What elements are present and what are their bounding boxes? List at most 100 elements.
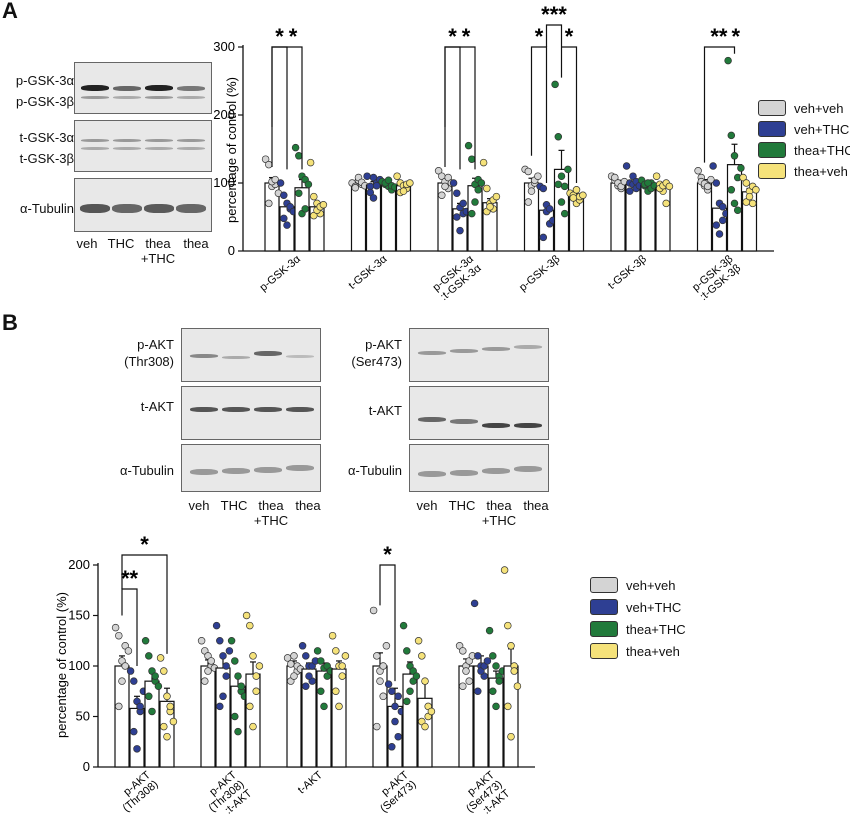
data-point: [341, 652, 350, 660]
data-point: [276, 179, 285, 187]
data-point: [737, 164, 745, 172]
data-point: [489, 652, 497, 660]
data-point: [391, 717, 399, 726]
data-point: [305, 662, 313, 670]
significance-bracket: [530, 46, 548, 183]
data-point: [441, 177, 449, 186]
data-point: [626, 187, 634, 195]
data-point: [474, 175, 482, 184]
data-point: [391, 702, 399, 711]
data-point: [151, 677, 159, 685]
data-point: [483, 184, 491, 193]
data-point: [381, 180, 390, 189]
lane-label-a-thea: thea: [183, 236, 209, 251]
data-point: [376, 667, 384, 675]
data-point: [656, 180, 664, 189]
blot-label-p-gsk3b: p-GSK-3β: [15, 94, 74, 109]
data-point: [237, 682, 245, 690]
lane-label-a-thea-thc: thea +THC: [140, 236, 176, 266]
data-point: [459, 199, 467, 208]
y-tick-label: 50: [76, 709, 90, 724]
blot-label-p-akt-thr308: p-AKT (Thr308): [124, 337, 174, 369]
data-point: [748, 199, 757, 208]
legend-label: thea+THC: [626, 621, 686, 637]
category-label: p-GSK-3α: [258, 253, 304, 294]
data-point: [510, 667, 518, 675]
data-point: [283, 199, 291, 208]
data-point: [536, 182, 544, 191]
bar: [215, 667, 231, 768]
data-point: [271, 180, 279, 189]
data-point: [733, 206, 742, 214]
data-point: [647, 184, 655, 193]
data-point: [632, 177, 640, 186]
data-point: [338, 662, 346, 670]
data-point: [373, 722, 381, 731]
data-point: [396, 188, 405, 197]
data-point: [560, 209, 569, 218]
data-point: [384, 182, 393, 191]
data-point: [402, 180, 411, 189]
data-point: [212, 621, 221, 630]
category-label-group: p-AKT(Ser473):t-AKT: [464, 769, 512, 817]
bar: [387, 705, 403, 768]
data-point: [513, 682, 522, 690]
bar: [726, 164, 743, 252]
data-point: [166, 702, 174, 711]
data-point: [302, 682, 310, 690]
data-point: [504, 702, 512, 711]
data-point: [373, 652, 381, 660]
data-point: [126, 667, 135, 675]
data-point: [394, 692, 402, 701]
data-point: [611, 173, 619, 182]
legend-label: thea+THC: [794, 142, 850, 158]
data-point: [712, 179, 721, 187]
data-point: [492, 702, 500, 711]
blot-label-tubulin-b-left: α-Tubulin: [120, 463, 174, 478]
data-point: [462, 207, 471, 216]
blot-image-t-akt-left: [181, 386, 321, 440]
legend-swatch: [590, 599, 618, 615]
data-point: [246, 621, 254, 630]
data-point: [455, 642, 464, 650]
data-point: [500, 566, 509, 574]
data-point: [219, 652, 227, 660]
data-point: [453, 189, 461, 197]
bar: [279, 206, 295, 252]
data-point: [382, 642, 391, 650]
data-point: [249, 652, 257, 660]
data-point: [656, 184, 664, 193]
data-point: [313, 206, 321, 214]
legend-item-veh-thc: veh+THC: [758, 121, 849, 137]
data-point: [305, 672, 313, 680]
data-point: [234, 727, 242, 736]
bar: [200, 665, 216, 768]
data-point: [424, 702, 432, 711]
data-point: [477, 667, 485, 675]
data-point: [534, 172, 542, 180]
data-point: [311, 657, 320, 665]
data-point: [289, 207, 298, 216]
data-point: [479, 158, 488, 167]
lane-label-bl-veh: veh: [188, 498, 210, 513]
lane-label-a-thc: THC: [107, 236, 135, 251]
data-point: [715, 199, 724, 208]
data-point: [304, 180, 313, 189]
data-point: [286, 205, 294, 213]
data-point: [265, 199, 273, 208]
data-point: [295, 189, 303, 197]
data-point: [551, 80, 559, 89]
bar: [696, 182, 713, 252]
data-point: [427, 707, 436, 716]
bar: [640, 184, 656, 252]
data-point: [160, 667, 168, 675]
bar: [286, 665, 302, 768]
data-point: [293, 667, 301, 675]
blot-label-t-gsk3b: t-GSK-3β: [19, 151, 74, 166]
data-point: [204, 652, 212, 660]
data-point: [483, 657, 492, 665]
data-point: [412, 672, 421, 680]
data-point: [335, 662, 343, 670]
data-point: [752, 186, 760, 194]
data-point: [319, 201, 328, 209]
